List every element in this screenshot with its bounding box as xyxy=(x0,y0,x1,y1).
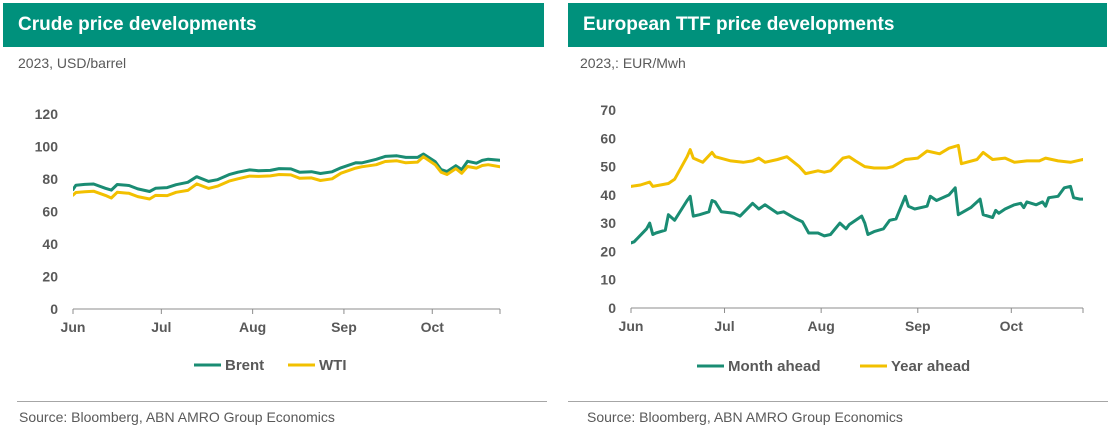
y-tick-label: 50 xyxy=(600,159,616,175)
chart-subtitle: 2023,: EUR/Mwh xyxy=(580,55,686,71)
series-line-month-ahead xyxy=(631,184,1083,245)
chart-title: Crude price developments xyxy=(3,3,544,47)
y-tick-label: 20 xyxy=(600,243,616,259)
y-tick-label: 120 xyxy=(35,106,59,122)
y-tick-label: 0 xyxy=(50,301,58,317)
y-tick-label: 40 xyxy=(42,236,58,252)
crude-price-chart: 0 20 40 60 80 100 120 Jun Jul Aug Sep Oct Brent WTI xyxy=(35,106,501,374)
legend-label: WTI xyxy=(319,357,347,374)
series-line-year-ahead xyxy=(631,143,1083,188)
legend-label: Brent xyxy=(225,357,264,374)
x-tick-label: Jul xyxy=(714,318,734,334)
chart-title: European TTF price developments xyxy=(568,3,1107,47)
chart-subtitle: 2023, USD/barrel xyxy=(18,55,127,71)
series-line-brent xyxy=(73,152,500,193)
ttf-price-chart: 0 10 20 30 40 50 60 70 Jun Jul Aug Sep Oct Month ahea… xyxy=(600,102,1084,375)
x-tick-label: Jun xyxy=(619,318,644,334)
x-tick-label: Jun xyxy=(61,319,86,335)
x-tick-label: Jul xyxy=(151,319,171,335)
y-tick-label: 20 xyxy=(42,269,58,285)
y-tick-label: 70 xyxy=(600,102,616,118)
source-divider xyxy=(568,401,1108,402)
x-tick-label: Aug xyxy=(808,318,835,334)
series-line-wti xyxy=(73,155,500,201)
y-tick-label: 10 xyxy=(600,272,616,288)
x-tick-label: Oct xyxy=(1000,318,1024,334)
chart-source: Source: Bloomberg, ABN AMRO Group Econom… xyxy=(587,409,903,425)
y-tick-label: 0 xyxy=(608,300,616,316)
source-divider xyxy=(17,401,547,402)
y-tick-label: 80 xyxy=(42,171,58,187)
y-tick-label: 60 xyxy=(600,130,616,146)
y-tick-label: 100 xyxy=(35,139,59,155)
legend-label: Year ahead xyxy=(891,358,970,375)
legend-label: Month ahead xyxy=(728,358,821,375)
ttf-chart-panel: European TTF price developments 2023,: E… xyxy=(568,0,1114,435)
crude-chart-panel: Crude price developments 2023, USD/barre… xyxy=(0,0,547,435)
y-tick-label: 30 xyxy=(600,215,616,231)
y-tick-label: 60 xyxy=(42,204,58,220)
y-tick-label: 40 xyxy=(600,187,616,203)
x-tick-label: Sep xyxy=(905,318,931,334)
x-tick-label: Sep xyxy=(331,319,357,335)
x-tick-label: Oct xyxy=(421,319,445,335)
x-tick-label: Aug xyxy=(239,319,266,335)
chart-source: Source: Bloomberg, ABN AMRO Group Econom… xyxy=(19,409,335,425)
